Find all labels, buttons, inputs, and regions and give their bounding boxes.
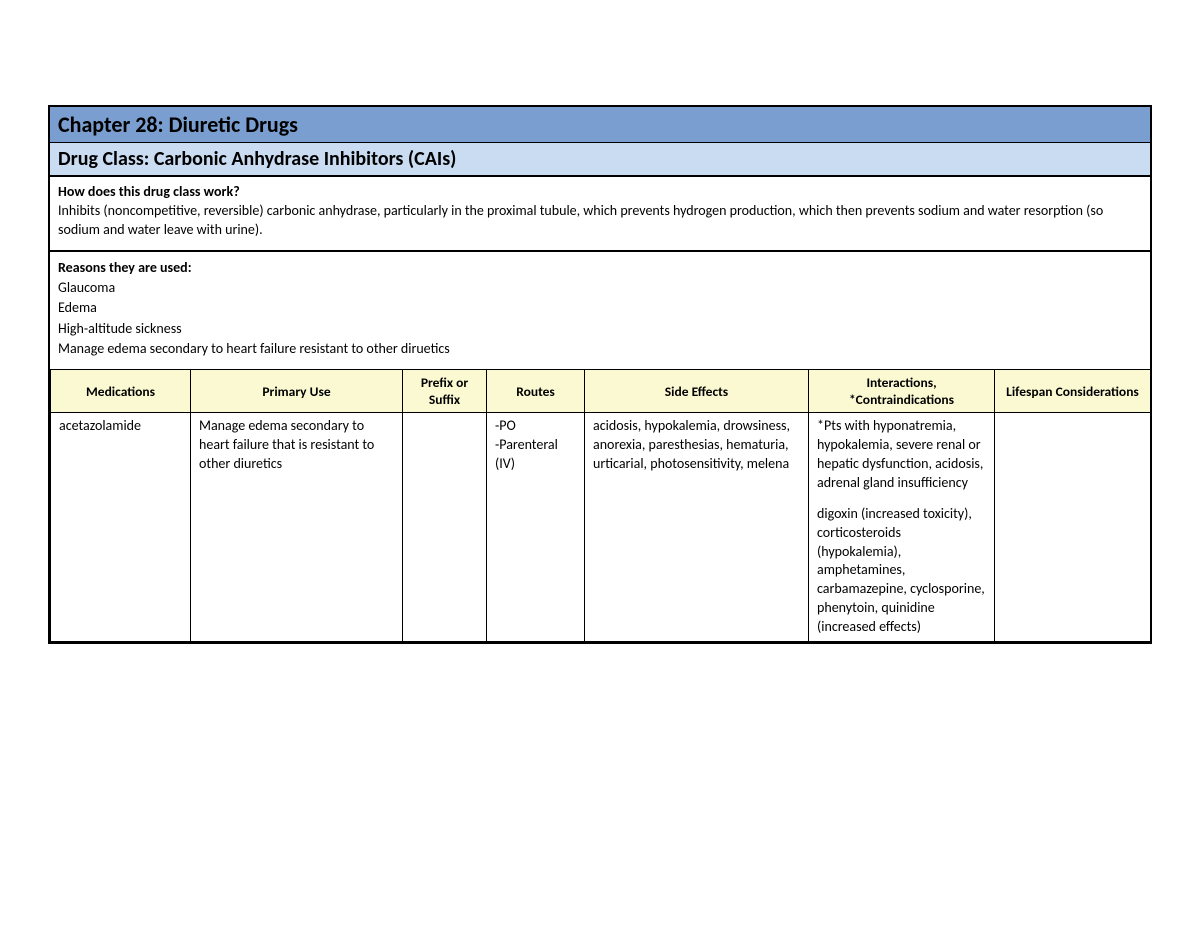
cell-primary-use: Manage edema secondary to heart failure … xyxy=(191,413,403,642)
how-it-works-block: How does this drug class work? Inhibits … xyxy=(50,177,1150,252)
col-header-prefix-suffix: Prefix or Suffix xyxy=(403,370,487,413)
col-header-lifespan: Lifespan Considerations xyxy=(995,370,1151,413)
reason-line: Manage edema secondary to heart failure … xyxy=(58,339,1142,359)
how-it-works-lead: How does this drug class work? xyxy=(58,183,240,200)
reason-line: Glaucoma xyxy=(58,278,1142,298)
medications-table: Medications Primary Use Prefix or Suffix… xyxy=(50,369,1151,642)
table-row: acetazolamide Manage edema secondary to … xyxy=(51,413,1151,642)
col-header-side-effects: Side Effects xyxy=(585,370,809,413)
how-it-works-body: Inhibits (noncompetitive, reversible) ca… xyxy=(58,202,1103,238)
reason-line: Edema xyxy=(58,298,1142,318)
reasons-lead: Reasons they are used: xyxy=(58,259,192,276)
document-page: Chapter 28: Diuretic Drugs Drug Class: C… xyxy=(0,0,1200,644)
reason-line: High-altitude sickness xyxy=(58,319,1142,339)
cell-prefix-suffix xyxy=(403,413,487,642)
main-frame: Chapter 28: Diuretic Drugs Drug Class: C… xyxy=(48,105,1152,644)
col-header-primary-use: Primary Use xyxy=(191,370,403,413)
cell-medication: acetazolamide xyxy=(51,413,191,642)
cell-lifespan xyxy=(995,413,1151,642)
col-header-routes: Routes xyxy=(487,370,585,413)
drug-class-title: Drug Class: Carbonic Anhydrase Inhibitor… xyxy=(50,143,1150,177)
cell-routes: -PO-Parenteral (IV) xyxy=(487,413,585,642)
table-header-row: Medications Primary Use Prefix or Suffix… xyxy=(51,370,1151,413)
reasons-used-block: Reasons they are used: Glaucoma Edema Hi… xyxy=(50,252,1150,369)
cell-side-effects: acidosis, hypokalemia, drowsiness, anore… xyxy=(585,413,809,642)
col-header-interactions: Interactions, *Contraindications xyxy=(809,370,995,413)
cell-interactions: *Pts with hyponatremia, hypokalemia, sev… xyxy=(809,413,995,642)
chapter-title: Chapter 28: Diuretic Drugs xyxy=(50,107,1150,143)
col-header-medications: Medications xyxy=(51,370,191,413)
